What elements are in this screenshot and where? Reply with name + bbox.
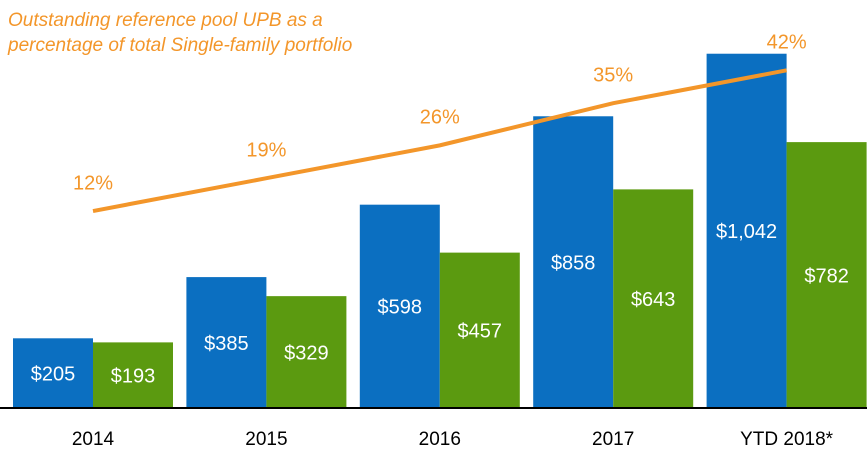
bar-value-label: $1,042 <box>716 221 777 243</box>
bar-value-label: $782 <box>804 265 849 287</box>
bar-value-label: $193 <box>111 365 156 387</box>
title-line: Outstanding reference pool UPB as a <box>8 10 323 31</box>
bar-value-label: $858 <box>551 252 596 274</box>
bar <box>266 296 347 408</box>
bar <box>186 277 267 408</box>
bar <box>439 252 520 408</box>
bar <box>93 342 173 408</box>
chart-title: Outstanding reference pool UPB as a perc… <box>8 8 352 58</box>
line-value-label: 26% <box>420 107 460 129</box>
bar-value-label: $598 <box>378 297 423 319</box>
bar <box>359 204 440 408</box>
line-value-label: 19% <box>246 139 286 161</box>
x-tick-label: YTD 2018* <box>740 429 834 450</box>
x-tick-label: 2014 <box>72 429 115 450</box>
bar-value-label: $329 <box>284 342 329 364</box>
x-tick-label: 2017 <box>592 429 634 450</box>
bar <box>786 142 867 408</box>
bar-value-label: $457 <box>458 321 503 343</box>
line <box>92 68 787 213</box>
bar-value-label: $385 <box>204 333 249 355</box>
bar-value-label: $205 <box>31 363 76 385</box>
title-line: percentage of total Single-family portfo… <box>8 35 353 56</box>
x-tick-label: 2016 <box>419 429 461 450</box>
bar <box>613 189 694 408</box>
line-value-label: 12% <box>73 172 113 194</box>
line-value-label: 35% <box>593 64 633 86</box>
bar-value-label: $643 <box>631 289 676 311</box>
bar <box>13 338 93 408</box>
bar <box>706 53 787 408</box>
bar <box>533 116 614 408</box>
x-tick-label: 2015 <box>245 429 287 450</box>
line-value-label: 42% <box>767 32 807 54</box>
